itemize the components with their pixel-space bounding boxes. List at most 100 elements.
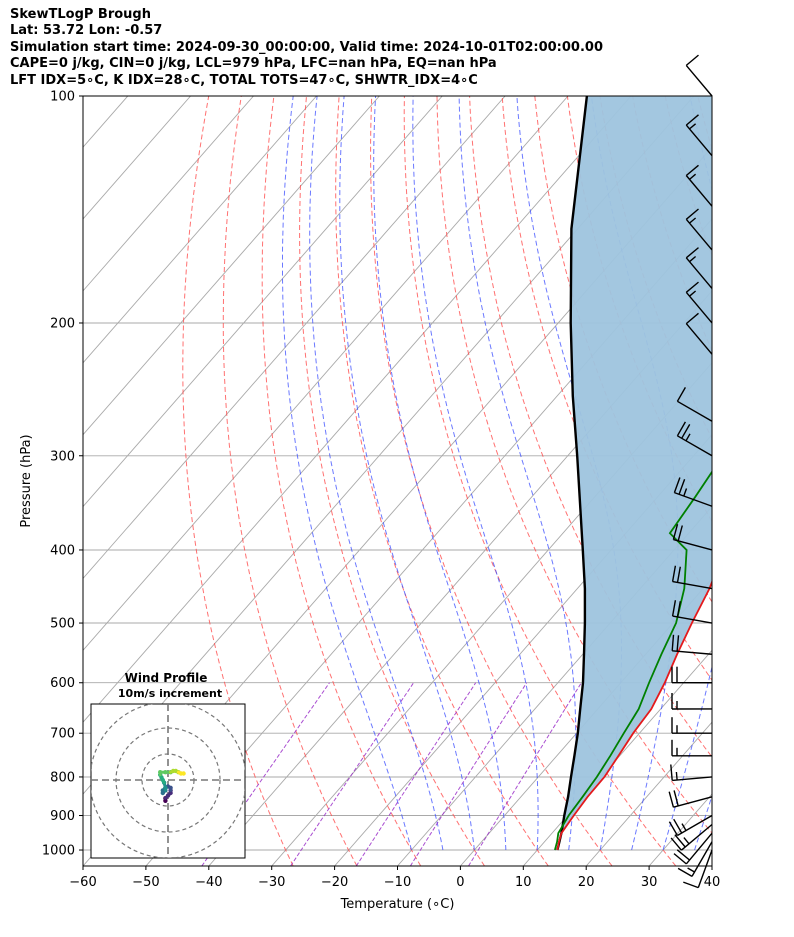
barb-staff [691, 841, 713, 877]
x-tick-label: −40 [195, 875, 222, 890]
x-tick-label: −30 [258, 875, 285, 890]
barb-full-flag [685, 281, 699, 293]
barb-staff [685, 124, 713, 157]
barb-full-flag [673, 818, 683, 834]
convective-params-line: CAPE=0 j/kg, CIN=0 j/kg, LCL=979 hPa, LF… [10, 56, 497, 72]
isotherm-line [271, 362, 712, 866]
barb-staff [674, 491, 713, 507]
wind-barb [668, 790, 713, 808]
dry-adiabat-line [222, 96, 358, 866]
cin-shaded-area [557, 96, 712, 850]
dry-adiabat-line [299, 96, 485, 866]
barb-full-flag [685, 312, 699, 325]
barb-staff [685, 218, 713, 251]
y-axis-label: Pressure (hPa) [19, 434, 34, 527]
y-tick-label: 400 [50, 543, 75, 558]
hodograph-inset: Wind Profile 10m/s increment [90, 671, 246, 859]
barb-staff [685, 832, 713, 865]
dry-adiabat-line [403, 96, 677, 866]
barb-full-flag [670, 764, 673, 781]
wind-barb [671, 739, 713, 757]
dry-adiabat-line [261, 96, 422, 866]
barb-half-flag [687, 867, 695, 873]
wind-barb [670, 764, 713, 782]
barb-staff [697, 849, 713, 888]
isotherm-line [208, 290, 712, 866]
wind-barb [673, 832, 713, 865]
x-axis-label: Temperature (∘C) [340, 897, 455, 912]
barb-full-flag [676, 849, 690, 861]
y-tick-label: 800 [50, 770, 75, 785]
wind-barb [670, 823, 713, 851]
parcel-profile-line [556, 96, 589, 851]
x-tick-label: −60 [69, 875, 96, 890]
barb-full-flag [676, 635, 680, 652]
moist-adiabat-line [412, 96, 539, 850]
barb-full-flag [671, 565, 677, 582]
mixing-ratio-line [201, 682, 330, 866]
barb-full-flag [677, 867, 693, 878]
barb-full-flag [671, 600, 677, 617]
barb-staff [685, 291, 713, 324]
barb-half-flag [683, 488, 688, 497]
wind-barb [685, 312, 713, 355]
barb-staff [677, 435, 713, 457]
barb-full-flag [676, 601, 681, 618]
wind-barb [668, 814, 713, 837]
barb-staff [680, 823, 713, 851]
x-tick-label: −50 [132, 875, 159, 890]
plot-content [83, 96, 712, 866]
barb-half-flag [681, 823, 687, 831]
y-tick-label: 200 [50, 316, 75, 331]
wind-barb [685, 54, 713, 97]
wind-barb [673, 477, 713, 507]
mixing-ratio-line [409, 682, 528, 866]
dry-adiabat-line [182, 96, 294, 866]
isotherm-line [83, 96, 443, 508]
isotherm-line [83, 96, 632, 723]
barb-staff [685, 175, 713, 207]
wind-barb [683, 849, 713, 889]
mixing-ratio-line [355, 682, 477, 866]
barb-staff [677, 400, 713, 422]
wind-barb [671, 693, 713, 710]
barb-full-flag [683, 881, 699, 889]
isotherm-line [522, 649, 712, 866]
barb-full-flag [685, 247, 699, 259]
location-line: Lat: 53.72 Lon: -0.57 [10, 23, 163, 39]
y-tick-label: 300 [50, 449, 75, 464]
barb-staff [685, 323, 713, 355]
dry-adiabat-line [501, 96, 712, 681]
x-tick-label: 0 [456, 875, 464, 890]
mixing-ratio-line [290, 682, 415, 866]
wind-barb [671, 600, 713, 624]
y-tick-label: 700 [50, 727, 75, 742]
wind-barbs [668, 54, 713, 889]
barb-staff [672, 776, 713, 782]
barb-full-flag [670, 837, 682, 851]
hodograph-subtitle: 10m/s increment [118, 687, 222, 700]
wind-barb [672, 524, 713, 551]
wind-barb [671, 666, 713, 684]
barb-staff [672, 615, 713, 624]
barb-staff [672, 650, 713, 655]
isotherm-line [83, 96, 254, 292]
barb-half-flag [683, 837, 690, 845]
wind-barb [685, 164, 713, 207]
barb-full-flag [677, 525, 683, 542]
barb-half-flag [685, 433, 691, 442]
wind-barb [676, 387, 713, 422]
chart-header: SkewTLogP Brough Lat: 53.72 Lon: -0.57 S… [10, 7, 603, 89]
barb-staff [685, 64, 713, 97]
moist-adiabat-line [339, 96, 475, 851]
barb-full-flag [676, 421, 687, 437]
barb-staff [673, 538, 713, 551]
wind-barb [671, 565, 713, 590]
wind-barb [685, 281, 713, 324]
barb-full-flag [685, 114, 699, 126]
barb-full-flag [678, 478, 686, 495]
y-tick-label: 900 [50, 809, 75, 824]
isotherm-line [397, 505, 712, 866]
moist-adiabat-line [458, 96, 577, 851]
